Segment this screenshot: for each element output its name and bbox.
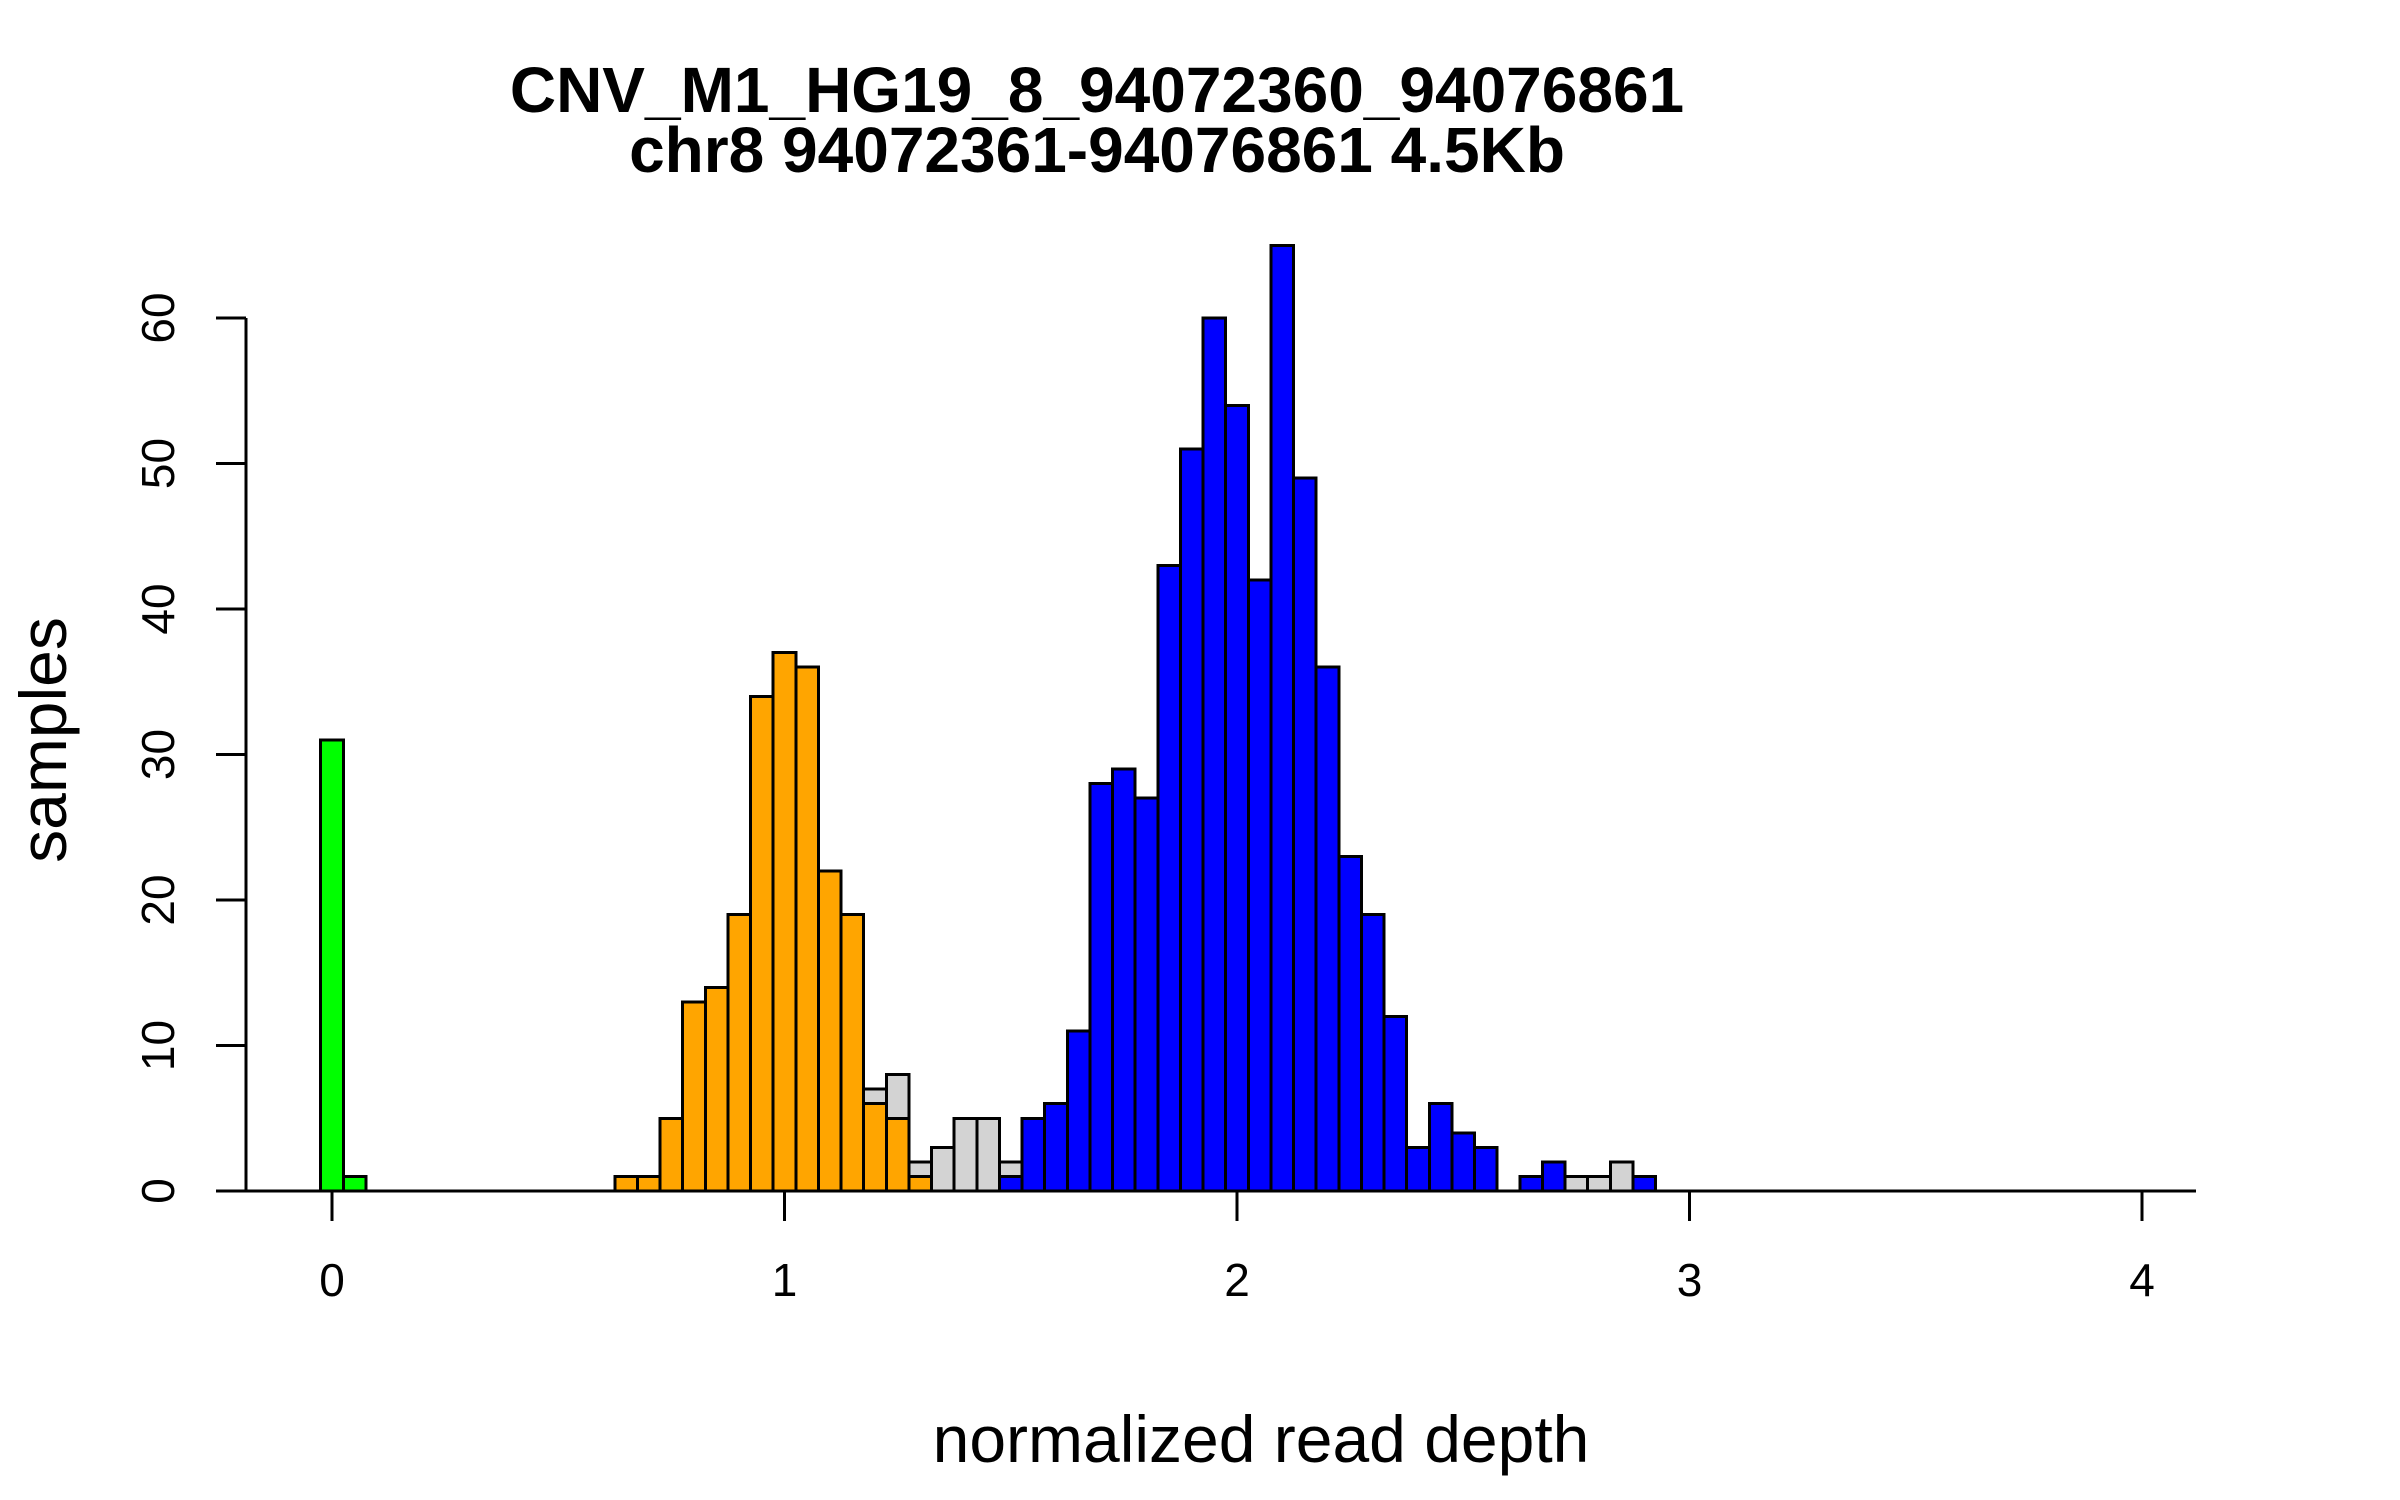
chart-title-line2: chr8 94072361-94076861 4.5Kb bbox=[629, 114, 1565, 186]
histogram-bar-blue bbox=[1065, 1029, 1092, 1193]
histogram-bar-blue bbox=[1292, 476, 1318, 1193]
y-tick-label: 60 bbox=[132, 292, 184, 343]
histogram-bar-blue bbox=[1246, 578, 1273, 1193]
x-tick-label: 0 bbox=[319, 1254, 345, 1306]
histogram-bar-blue bbox=[1201, 316, 1228, 1193]
y-tick-label: 40 bbox=[132, 583, 184, 634]
histogram-bar-orange bbox=[816, 869, 843, 1193]
histogram-bar-green bbox=[319, 738, 345, 1193]
histogram-bar-blue bbox=[1427, 1102, 1454, 1193]
histogram-bar-blue bbox=[1314, 665, 1341, 1193]
histogram-bar-orange bbox=[613, 1175, 639, 1193]
histogram-bar-blue bbox=[1631, 1175, 1658, 1193]
histogram-bar-orange bbox=[771, 651, 798, 1193]
y-tick-label: 50 bbox=[132, 438, 184, 489]
histogram-bar-green bbox=[341, 1175, 368, 1193]
y-tick-label: 0 bbox=[132, 1178, 184, 1204]
histogram-bar-orange bbox=[681, 1000, 707, 1193]
histogram-bar-orange bbox=[635, 1175, 662, 1193]
bars-layer bbox=[319, 243, 1658, 1193]
histogram-bar-blue bbox=[1178, 447, 1205, 1193]
histogram-bar-grey bbox=[952, 1116, 979, 1193]
histogram-bar-grey bbox=[1586, 1175, 1612, 1193]
histogram-bar-blue bbox=[1269, 243, 1296, 1193]
x-tick-label: 4 bbox=[2129, 1254, 2155, 1306]
histogram-bar-orange bbox=[794, 665, 820, 1193]
histogram-bar-orange bbox=[907, 1175, 934, 1193]
x-axis-title: normalized read depth bbox=[933, 1402, 1590, 1476]
histogram-bar-blue bbox=[1020, 1116, 1047, 1193]
histogram-bar-grey bbox=[1608, 1160, 1635, 1193]
histogram-bar-blue bbox=[1359, 913, 1386, 1193]
histogram-bar-orange bbox=[862, 1102, 888, 1193]
histogram-bar-orange bbox=[726, 913, 753, 1193]
histogram-bar-orange bbox=[658, 1116, 685, 1193]
y-tick-label: 10 bbox=[132, 1020, 184, 1071]
histogram-bar-blue bbox=[1540, 1160, 1567, 1193]
histogram-bar-blue bbox=[1473, 1145, 1499, 1193]
chart-title-line1: CNV_M1_HG19_8_94072360_94076861 bbox=[510, 54, 1684, 126]
histogram-bar-blue bbox=[1382, 1014, 1409, 1193]
x-tick-label: 1 bbox=[772, 1254, 798, 1306]
histogram-bar-blue bbox=[1133, 796, 1160, 1193]
histogram-bar-orange bbox=[749, 694, 775, 1193]
histogram-bar-blue bbox=[1450, 1131, 1477, 1193]
histogram-bar-blue bbox=[1111, 767, 1137, 1193]
histogram-bar-blue bbox=[1156, 563, 1182, 1193]
histogram-bar-orange bbox=[839, 913, 866, 1193]
histogram-bar-blue bbox=[1224, 403, 1250, 1193]
x-tick-label: 2 bbox=[1224, 1254, 1250, 1306]
y-tick-label: 30 bbox=[132, 729, 184, 780]
histogram-bar-blue bbox=[1088, 782, 1115, 1193]
histogram-bar-orange bbox=[884, 1116, 911, 1193]
y-axis-title: samples bbox=[6, 617, 80, 863]
histogram-bar-blue bbox=[1337, 854, 1363, 1193]
histogram-bar-orange bbox=[703, 985, 730, 1193]
histogram-bar-grey bbox=[975, 1116, 1001, 1193]
x-tick-label: 3 bbox=[1677, 1254, 1703, 1306]
histogram-bar-grey bbox=[930, 1145, 956, 1193]
histogram-bar-blue bbox=[1518, 1175, 1544, 1193]
histogram-bar-blue bbox=[1405, 1145, 1431, 1193]
y-tick-label: 20 bbox=[132, 874, 184, 925]
histogram-bar-grey bbox=[1563, 1175, 1590, 1193]
histogram-bar-blue bbox=[997, 1175, 1024, 1193]
histogram-bar-blue bbox=[1043, 1102, 1069, 1193]
